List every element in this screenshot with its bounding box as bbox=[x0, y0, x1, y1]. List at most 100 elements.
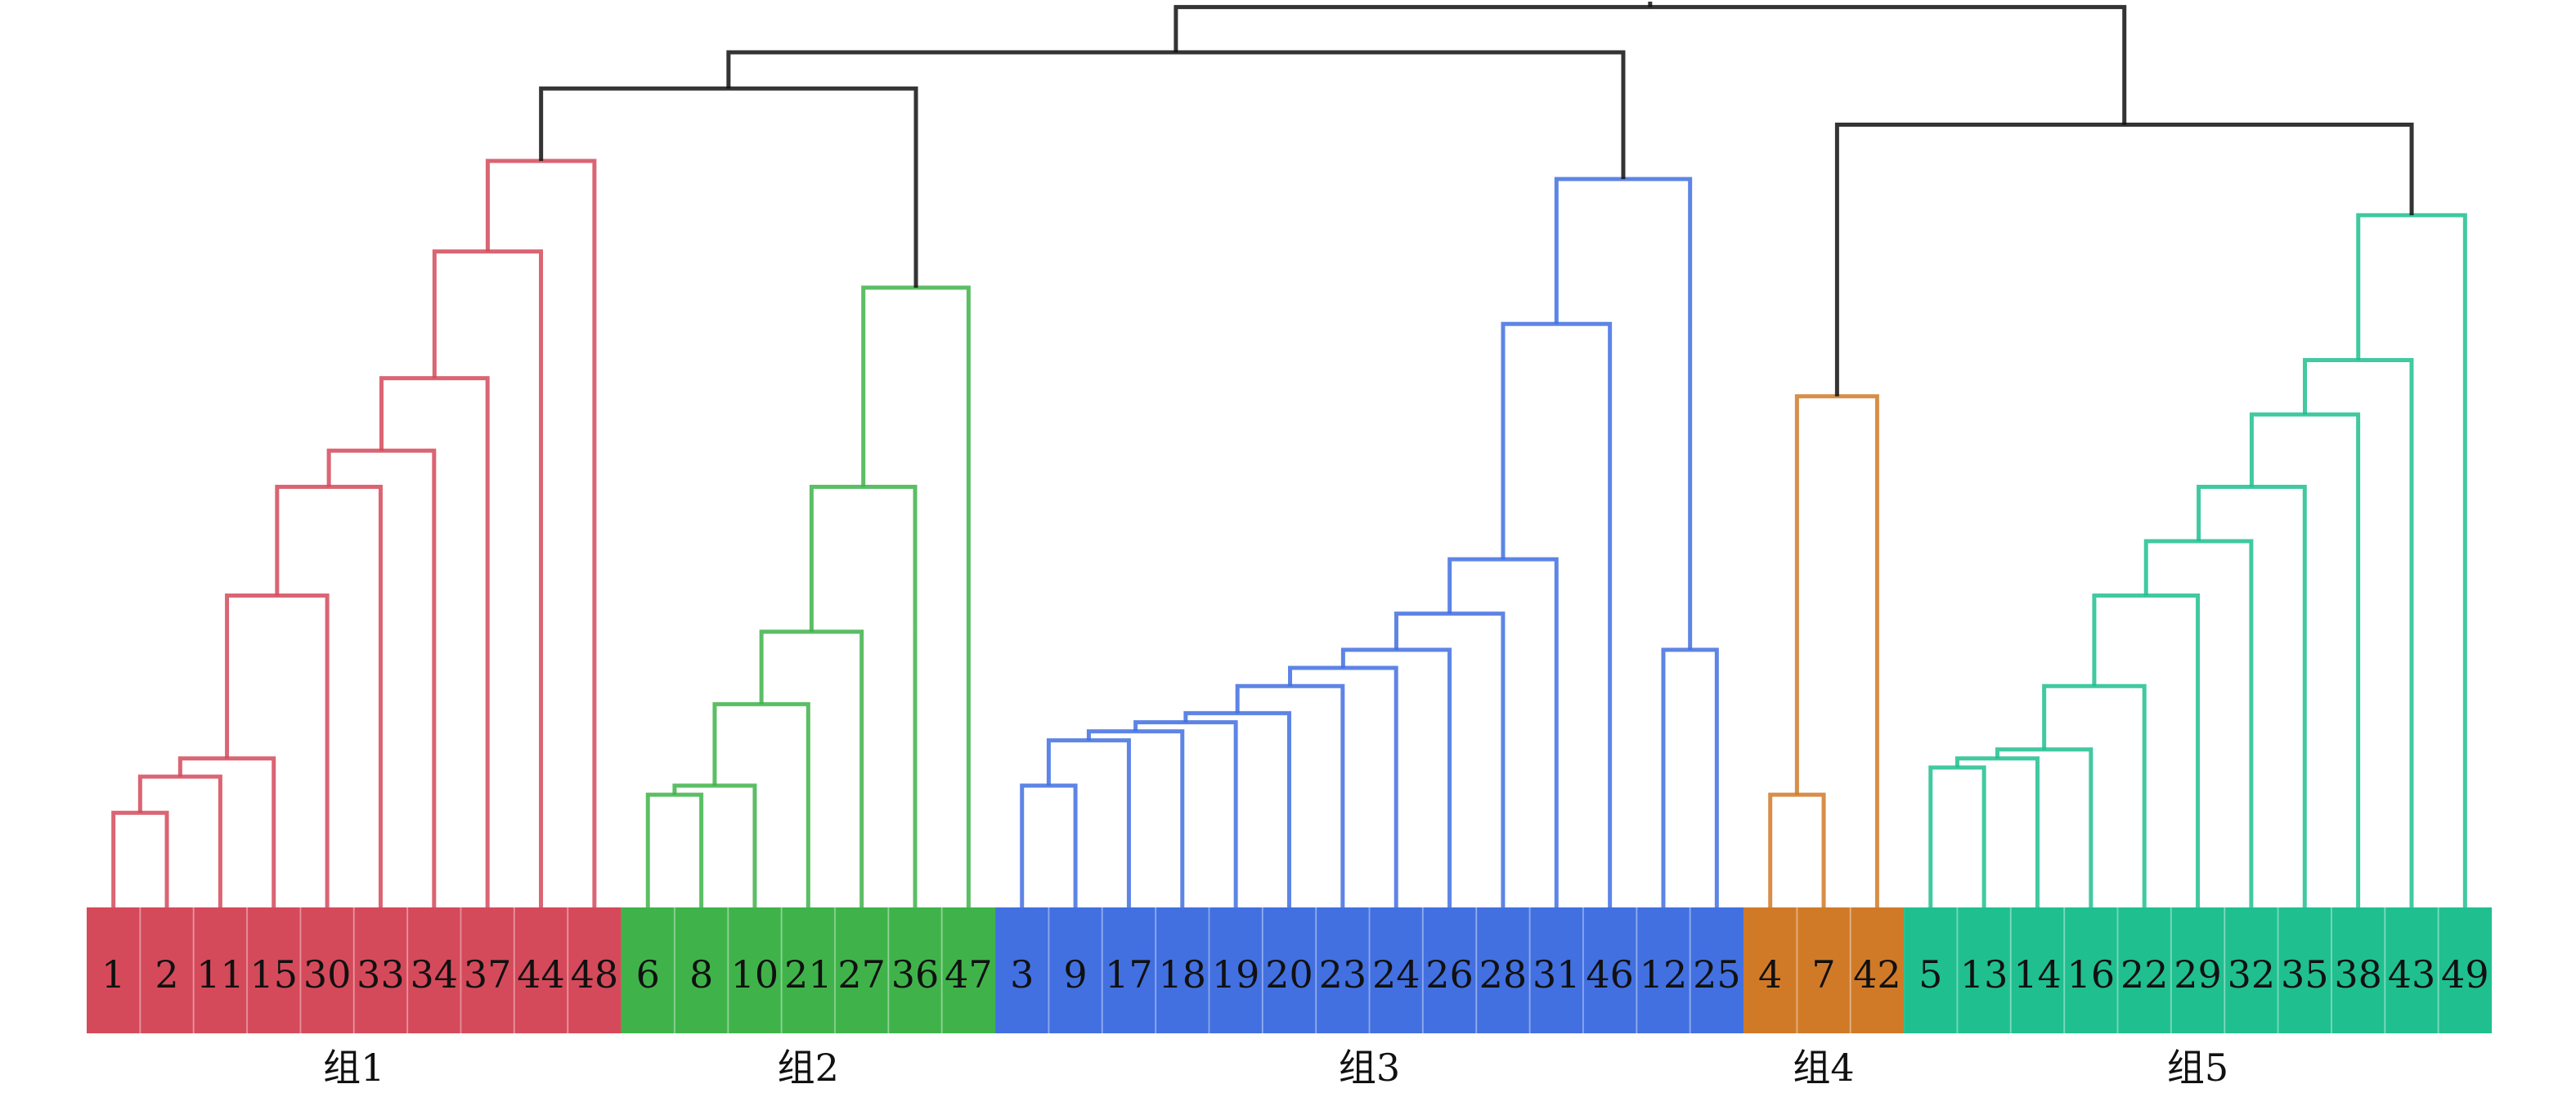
leaf-label: 19 bbox=[1212, 952, 1260, 997]
leaf-label: 18 bbox=[1159, 952, 1207, 997]
leaf-label: 22 bbox=[2120, 952, 2169, 997]
leaf-label: 47 bbox=[945, 952, 993, 997]
leaf-label: 10 bbox=[731, 952, 779, 997]
leaf-cell bbox=[2385, 907, 2439, 1033]
leaf-cell bbox=[1797, 907, 1851, 1033]
leaf-label: 20 bbox=[1265, 952, 1313, 997]
leaf-cell bbox=[1690, 907, 1744, 1033]
leaf-label: 7 bbox=[1811, 952, 1835, 997]
leaf-cell bbox=[2117, 907, 2171, 1033]
leaf-color-strip: 1 2 11 15 30 33 34 37 44 48 6 8 10 21 27 36 47 3 9 17 18 19 20… bbox=[87, 907, 2492, 1033]
leaf-cell bbox=[888, 907, 942, 1033]
leaf-cell bbox=[995, 907, 1049, 1033]
leaf-cell bbox=[834, 907, 889, 1033]
leaf-cell bbox=[1476, 907, 1530, 1033]
leaf-cell bbox=[941, 907, 996, 1033]
leaf-cell bbox=[193, 907, 248, 1033]
leaf-cell bbox=[728, 907, 782, 1033]
leaf-label: 24 bbox=[1372, 952, 1420, 997]
leaf-label: 9 bbox=[1063, 952, 1087, 997]
dendrogram-link bbox=[1794, 394, 1879, 907]
leaf-cell bbox=[2438, 907, 2492, 1033]
leaf-label: 44 bbox=[517, 952, 565, 997]
top-level-link bbox=[1834, 123, 2414, 396]
dendrogram-link bbox=[1046, 738, 1131, 907]
group-label: 组2 bbox=[778, 1046, 839, 1090]
leaf-label: 1 bbox=[101, 952, 125, 997]
group-label: 组1 bbox=[323, 1046, 384, 1090]
leaf-label: 32 bbox=[2228, 952, 2276, 997]
top-level-link bbox=[726, 50, 1626, 179]
leaf-label: 48 bbox=[571, 952, 619, 997]
leaf-label: 14 bbox=[2013, 952, 2062, 997]
leaf-cell bbox=[140, 907, 194, 1033]
leaf-label: 34 bbox=[411, 952, 459, 997]
leaf-cell bbox=[781, 907, 835, 1033]
dendrogram-link bbox=[1995, 747, 2094, 907]
leaf-label: 23 bbox=[1319, 952, 1367, 997]
dendrogram-link bbox=[1768, 792, 1826, 907]
leaf-label: 36 bbox=[891, 952, 940, 997]
leaf-label: 15 bbox=[249, 952, 298, 997]
leaf-cell bbox=[2010, 907, 2065, 1033]
dendrogram-link bbox=[1020, 783, 1078, 907]
leaf-cell bbox=[2278, 907, 2331, 1033]
leaf-label: 21 bbox=[784, 952, 832, 997]
leaf-label: 12 bbox=[1640, 952, 1688, 997]
leaf-label: 5 bbox=[1919, 952, 1942, 997]
leaf-cell bbox=[1316, 907, 1370, 1033]
leaf-cell bbox=[1636, 907, 1690, 1033]
leaf-label: 2 bbox=[155, 952, 178, 997]
leaf-label: 37 bbox=[464, 952, 512, 997]
leaf-label: 3 bbox=[1010, 952, 1034, 997]
leaf-cell bbox=[407, 907, 461, 1033]
leaf-cell bbox=[1156, 907, 1209, 1033]
leaf-cell bbox=[1582, 907, 1637, 1033]
leaf-label: 43 bbox=[2388, 952, 2436, 997]
leaf-cell bbox=[353, 907, 408, 1033]
leaf-label: 30 bbox=[303, 952, 352, 997]
leaf-cell bbox=[1904, 907, 1958, 1033]
leaf-cell bbox=[2064, 907, 2118, 1033]
dendrogram-link bbox=[1661, 647, 1719, 907]
leaf-label: 26 bbox=[1425, 952, 1474, 997]
leaf-label: 13 bbox=[1960, 952, 2008, 997]
leaf-cell bbox=[460, 907, 514, 1033]
leaf-cell bbox=[1850, 907, 1905, 1033]
leaf-cell bbox=[247, 907, 301, 1033]
leaf-cell bbox=[1957, 907, 2011, 1033]
leaf-label: 38 bbox=[2334, 952, 2382, 997]
dendrogram-link bbox=[137, 774, 222, 907]
leaf-label: 4 bbox=[1758, 952, 1782, 997]
dendrogram-link bbox=[1086, 729, 1185, 907]
dendrogram-link bbox=[1554, 177, 1693, 650]
leaf-cell bbox=[621, 907, 675, 1033]
dendrogram-link bbox=[1928, 765, 1986, 907]
leaf-cell bbox=[568, 907, 622, 1033]
leaf-label: 27 bbox=[837, 952, 886, 997]
dendrogram-link bbox=[1133, 720, 1238, 907]
dendrogram-link bbox=[645, 792, 704, 907]
leaf-label: 49 bbox=[2441, 952, 2489, 997]
leaf-cell bbox=[1369, 907, 1423, 1033]
leaf-label: 31 bbox=[1533, 952, 1581, 997]
leaf-cell bbox=[87, 907, 141, 1033]
group-label: 组3 bbox=[1339, 1046, 1400, 1090]
leaf-cell bbox=[674, 907, 729, 1033]
leaf-label: 46 bbox=[1586, 952, 1634, 997]
leaf-label: 29 bbox=[2174, 952, 2222, 997]
leaf-cell bbox=[1262, 907, 1317, 1033]
group-labels: 组1 组2 组3 组4 组5 bbox=[323, 1046, 2228, 1090]
top-level-link bbox=[1174, 5, 2127, 125]
dendrogram-link bbox=[111, 810, 169, 907]
top-level-link bbox=[539, 86, 918, 288]
leaf-cell bbox=[1529, 907, 1583, 1033]
leaf-cell bbox=[300, 907, 354, 1033]
dendrogram-link bbox=[177, 756, 276, 907]
leaf-label: 8 bbox=[689, 952, 713, 997]
leaf-cell bbox=[1209, 907, 1263, 1033]
group-label: 组5 bbox=[2167, 1046, 2228, 1090]
leaf-label: 17 bbox=[1105, 952, 1153, 997]
leaf-cell bbox=[1422, 907, 1477, 1033]
